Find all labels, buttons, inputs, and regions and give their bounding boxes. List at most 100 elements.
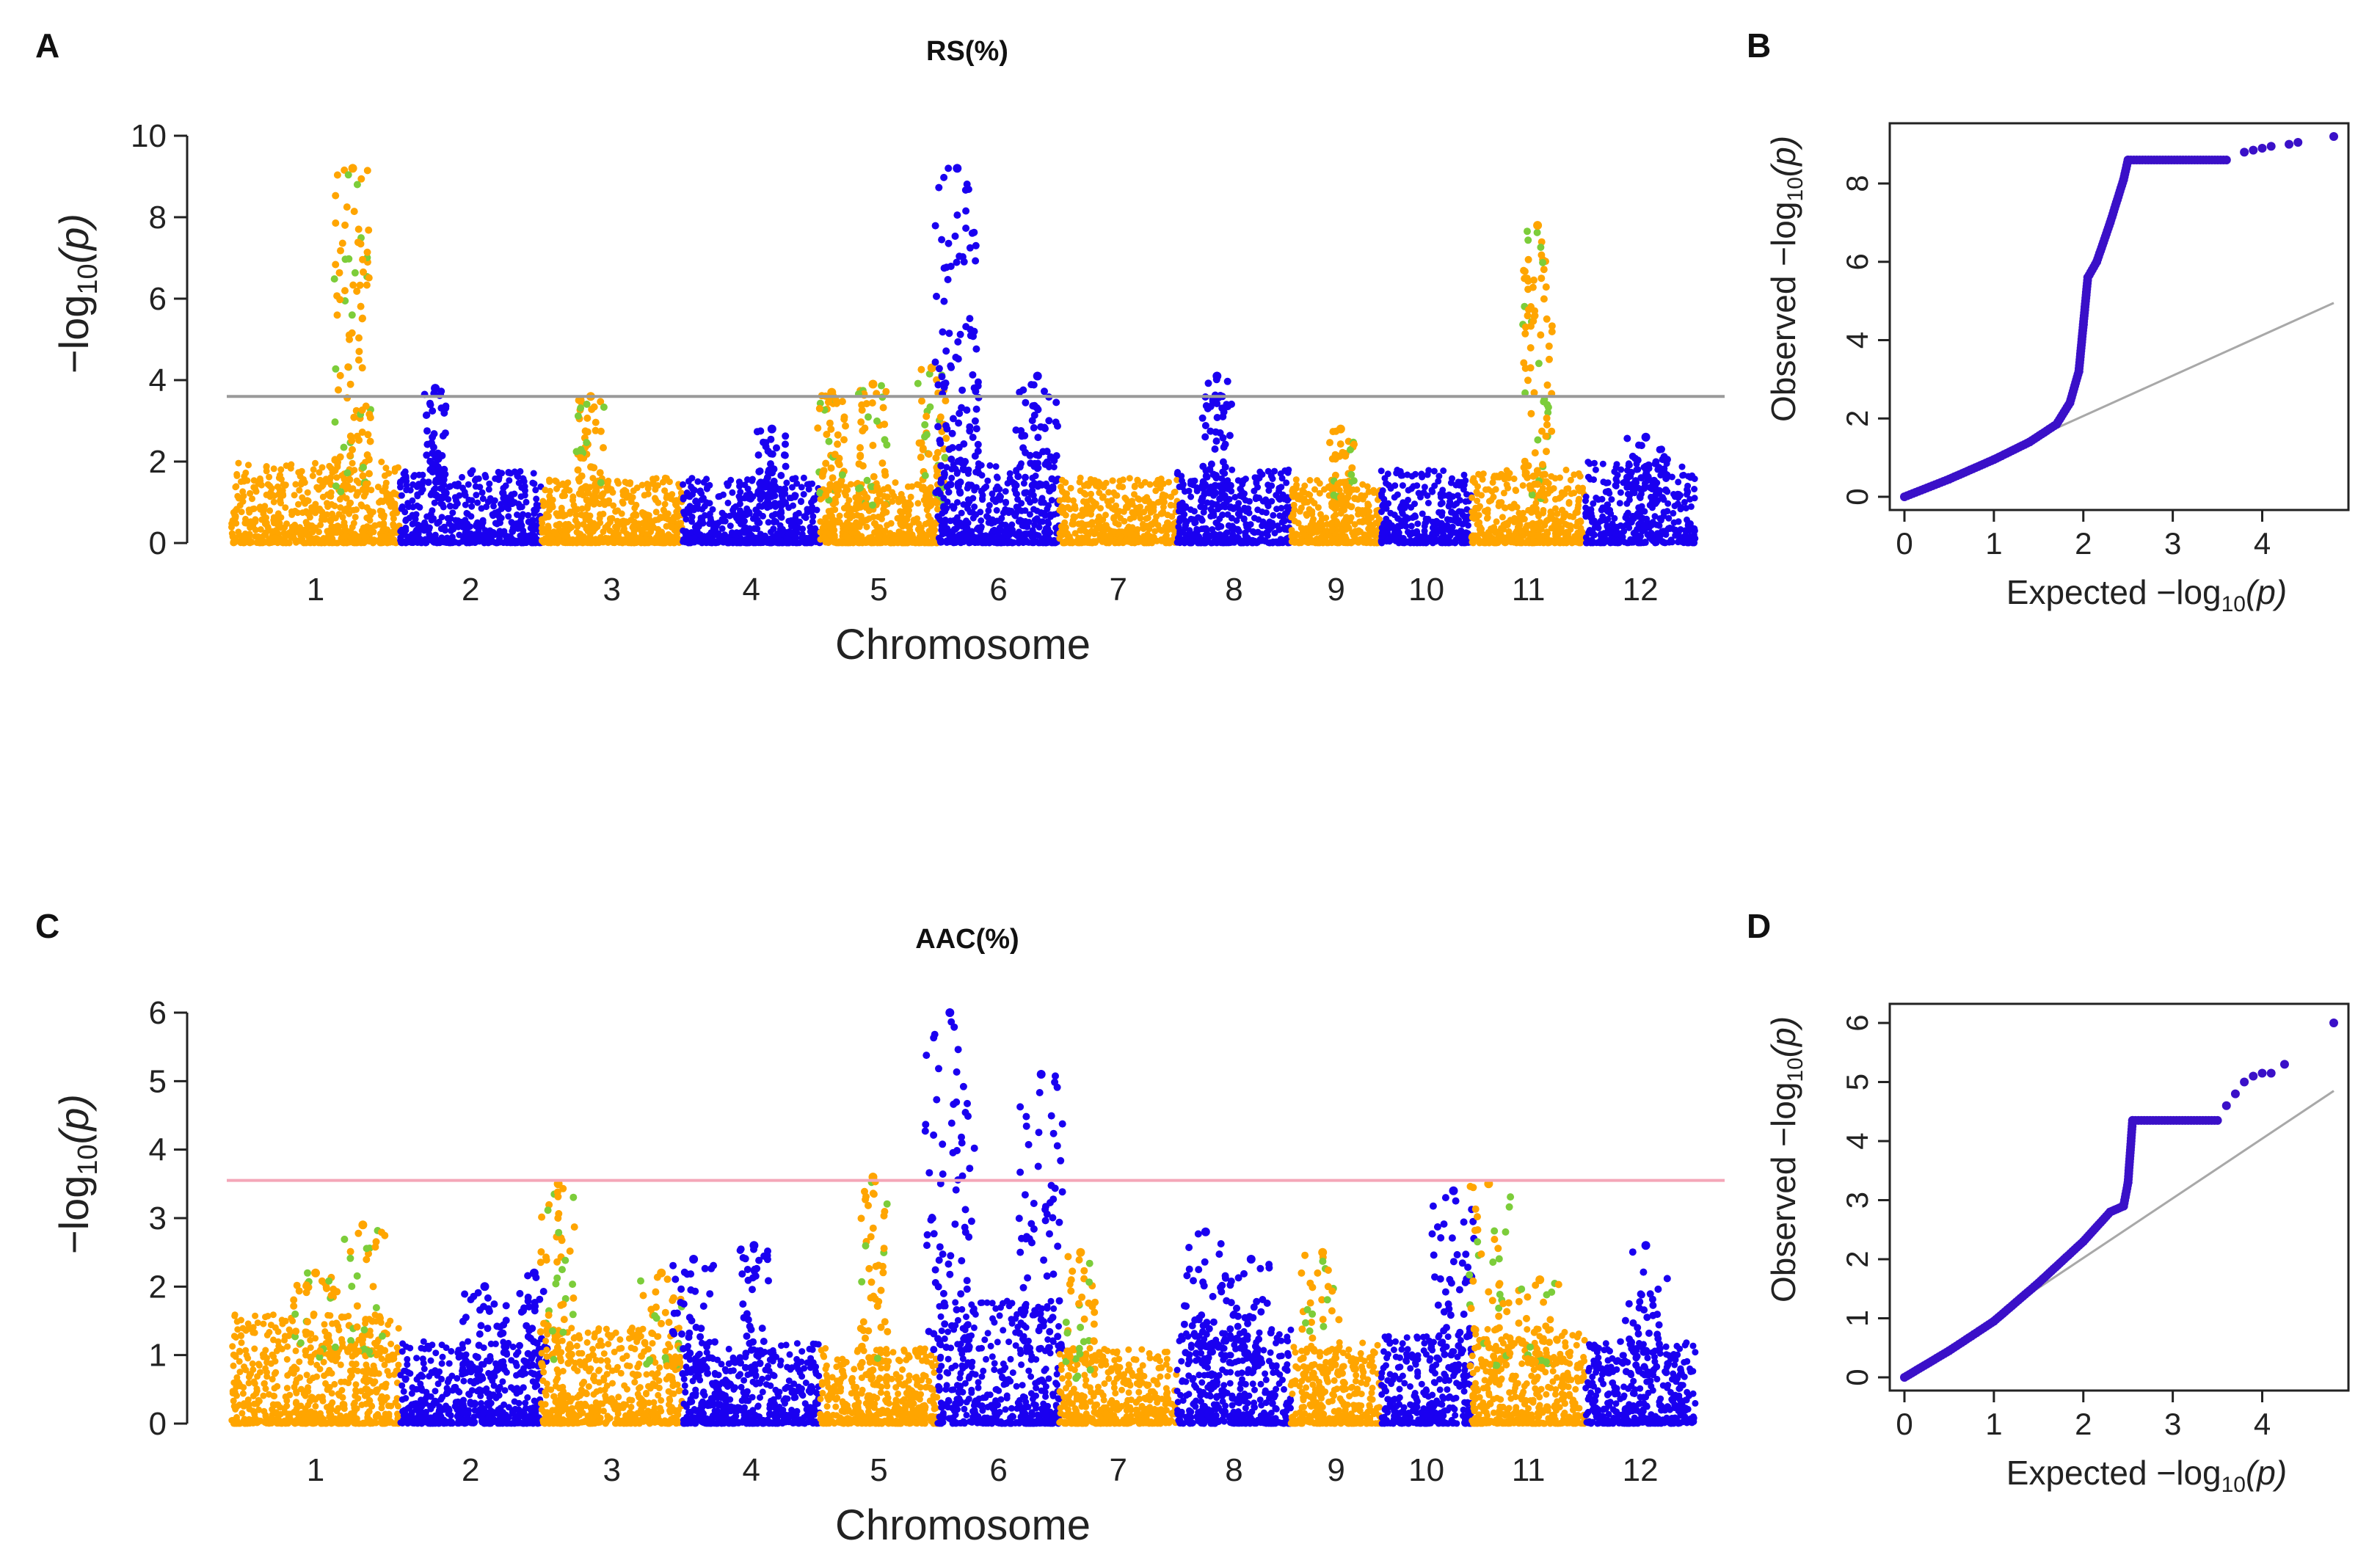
snp-point (1026, 511, 1033, 518)
snp-point (630, 539, 638, 547)
snp-point (1006, 475, 1013, 482)
snp-point (231, 511, 239, 519)
snp-point (1179, 477, 1185, 484)
snp-point (577, 404, 585, 412)
snp-point (1171, 488, 1179, 495)
snp-point (414, 539, 421, 546)
snp-point (403, 478, 410, 485)
snp-point (1198, 517, 1206, 524)
snp-point (330, 275, 338, 283)
snp-point (569, 493, 577, 500)
snp-point (651, 539, 658, 547)
snp-point (357, 175, 365, 183)
snp-point (1071, 530, 1079, 537)
snp-point (1231, 494, 1239, 500)
snp-point (782, 462, 790, 470)
snp-point (900, 508, 907, 515)
snp-point (760, 512, 766, 520)
snp-point (975, 464, 982, 471)
snp-point (500, 484, 507, 492)
snp-point (1370, 489, 1378, 496)
snp-point (1157, 483, 1164, 490)
snp-point (972, 345, 980, 353)
snp-point (404, 533, 412, 540)
snp-point (1198, 494, 1207, 502)
snp-point (296, 526, 303, 533)
snp-point (694, 478, 702, 485)
snp-point (1330, 491, 1338, 499)
snp-point (1371, 539, 1378, 547)
snp-point (566, 487, 573, 494)
snp-point (663, 492, 671, 499)
snp-point (461, 491, 468, 498)
snp-point (989, 490, 996, 498)
panel-label-d: D (1747, 907, 1771, 945)
snp-point (904, 483, 911, 490)
snp-point (310, 466, 317, 473)
snp-point (590, 403, 598, 411)
snp-point (523, 498, 530, 506)
snp-point (397, 534, 404, 542)
snp-point (518, 484, 525, 491)
snp-point (1240, 478, 1247, 485)
snp-point (1241, 490, 1248, 498)
snp-point (574, 412, 582, 420)
snp-point (1204, 404, 1212, 412)
snp-point (951, 232, 959, 240)
snp-point (318, 508, 325, 515)
snp-point (971, 417, 979, 425)
snp-point (980, 484, 988, 492)
snp-point (500, 489, 507, 497)
snp-point (730, 504, 738, 511)
snp-point (525, 511, 532, 519)
snp-point (1176, 483, 1183, 490)
snp-point (1043, 528, 1049, 536)
snp-point (768, 539, 775, 547)
snp-point (382, 489, 390, 496)
snp-point (857, 418, 865, 426)
snp-point (845, 506, 852, 514)
snp-point (355, 348, 363, 355)
snp-point (847, 538, 854, 545)
snp-point (327, 517, 335, 525)
snp-point (322, 476, 330, 483)
snp-point (931, 358, 939, 366)
snp-point (870, 473, 878, 481)
peak-point (1336, 424, 1345, 434)
snp-point (1058, 476, 1066, 484)
snp-point (312, 459, 319, 467)
snp-point (263, 520, 270, 526)
snp-point (713, 538, 721, 545)
snp-point (517, 493, 525, 500)
snp-point (423, 427, 431, 435)
snp-point (1201, 422, 1209, 429)
snp-point (350, 413, 358, 421)
snp-point (348, 437, 356, 445)
snp-point (335, 386, 342, 394)
snp-point (415, 521, 422, 528)
manhattan-points (228, 164, 1699, 547)
snp-point (233, 520, 240, 527)
snp-point (1220, 536, 1227, 544)
snp-point (490, 503, 497, 510)
snp-point (945, 164, 953, 172)
snp-point (1116, 539, 1123, 546)
snp-point (282, 504, 289, 511)
snp-point (947, 455, 956, 463)
snp-point (1019, 386, 1027, 394)
snp-point (945, 329, 953, 338)
snp-point (365, 226, 373, 234)
snp-point (1187, 493, 1195, 500)
snp-point (367, 511, 374, 519)
snp-point (878, 382, 885, 390)
snp-point (1229, 466, 1236, 473)
snp-point (1140, 535, 1148, 542)
snp-point (1125, 523, 1132, 531)
snp-point (1249, 528, 1256, 535)
snp-point (437, 500, 445, 507)
snp-point (1251, 474, 1259, 481)
snp-point (887, 520, 895, 527)
snp-point (505, 513, 512, 520)
snp-point (783, 479, 790, 487)
snp-point (402, 524, 410, 531)
